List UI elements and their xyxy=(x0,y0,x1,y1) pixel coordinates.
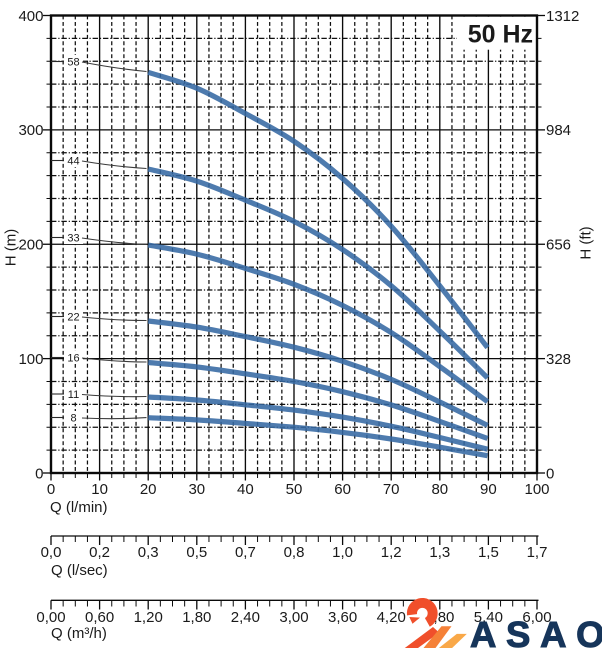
svg-text:1,20: 1,20 xyxy=(134,609,163,626)
svg-text:33: 33 xyxy=(67,233,79,245)
svg-text:Q (l/sec): Q (l/sec) xyxy=(51,562,108,579)
svg-text:80: 80 xyxy=(431,481,448,498)
svg-text:60: 60 xyxy=(334,481,351,498)
svg-text:0,5: 0,5 xyxy=(186,544,207,561)
svg-text:656: 656 xyxy=(546,237,571,254)
svg-text:0,60: 0,60 xyxy=(85,609,114,626)
svg-text:0,3: 0,3 xyxy=(138,544,159,561)
svg-text:200: 200 xyxy=(18,237,43,254)
svg-text:40: 40 xyxy=(237,481,254,498)
svg-text:984: 984 xyxy=(546,122,571,139)
svg-text:H (ft): H (ft) xyxy=(578,226,595,259)
svg-text:20: 20 xyxy=(140,481,157,498)
svg-text:1,3: 1,3 xyxy=(429,544,450,561)
svg-text:0,7: 0,7 xyxy=(235,544,256,561)
svg-text:50 Hz: 50 Hz xyxy=(468,21,533,49)
svg-text:44: 44 xyxy=(67,156,79,168)
svg-text:0: 0 xyxy=(35,465,43,482)
svg-text:8: 8 xyxy=(70,413,76,425)
svg-text:100: 100 xyxy=(18,351,43,368)
svg-text:58: 58 xyxy=(67,57,79,69)
svg-text:400: 400 xyxy=(18,8,43,25)
svg-text:1,5: 1,5 xyxy=(478,544,499,561)
svg-text:328: 328 xyxy=(546,351,571,368)
svg-text:0: 0 xyxy=(47,481,55,498)
svg-text:6,00: 6,00 xyxy=(522,609,551,626)
svg-text:16: 16 xyxy=(67,353,79,365)
svg-text:1,0: 1,0 xyxy=(332,544,353,561)
svg-text:3,60: 3,60 xyxy=(328,609,357,626)
svg-text:4,20: 4,20 xyxy=(377,609,406,626)
svg-text:H (m): H (m) xyxy=(3,229,20,267)
svg-text:300: 300 xyxy=(18,122,43,139)
svg-text:Q (m³/h): Q (m³/h) xyxy=(51,625,107,642)
svg-text:2,40: 2,40 xyxy=(231,609,260,626)
svg-text:3,00: 3,00 xyxy=(279,609,308,626)
svg-text:90: 90 xyxy=(480,481,497,498)
svg-text:Q (l/min): Q (l/min) xyxy=(50,499,108,516)
svg-text:0,2: 0,2 xyxy=(89,544,110,561)
svg-text:ASAO: ASAO xyxy=(470,614,602,648)
svg-text:22: 22 xyxy=(67,312,79,324)
svg-text:1,2: 1,2 xyxy=(381,544,402,561)
svg-text:50: 50 xyxy=(286,481,303,498)
svg-text:0,8: 0,8 xyxy=(284,544,305,561)
svg-text:70: 70 xyxy=(383,481,400,498)
svg-text:0,00: 0,00 xyxy=(36,609,65,626)
svg-text:30: 30 xyxy=(188,481,205,498)
svg-text:5,40: 5,40 xyxy=(474,609,503,626)
svg-text:100: 100 xyxy=(524,481,549,498)
svg-text:0,0: 0,0 xyxy=(41,544,62,561)
svg-text:1312: 1312 xyxy=(546,8,579,25)
svg-text:10: 10 xyxy=(91,481,108,498)
svg-text:1,7: 1,7 xyxy=(527,544,548,561)
svg-text:0: 0 xyxy=(546,465,554,482)
svg-text:11: 11 xyxy=(68,389,79,401)
svg-text:1,80: 1,80 xyxy=(182,609,211,626)
